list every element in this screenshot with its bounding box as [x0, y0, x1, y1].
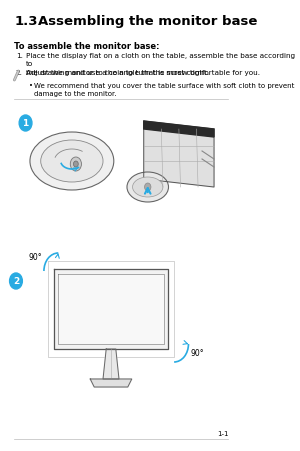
Polygon shape: [144, 122, 214, 138]
Circle shape: [74, 161, 78, 168]
Text: Assembling the monitor base: Assembling the monitor base: [38, 15, 258, 28]
Circle shape: [10, 273, 22, 290]
Polygon shape: [144, 122, 214, 188]
Text: We recommend that you cover the table surface with soft cloth to prevent
damage : We recommend that you cover the table su…: [34, 83, 294, 97]
Circle shape: [19, 116, 32, 132]
Circle shape: [70, 158, 82, 172]
Circle shape: [145, 184, 151, 192]
Polygon shape: [90, 379, 132, 387]
Text: 2.: 2.: [16, 70, 23, 76]
Polygon shape: [103, 349, 119, 379]
Polygon shape: [54, 269, 168, 349]
Text: 1: 1: [22, 119, 29, 128]
Text: Place the display flat on a cloth on the table, assemble the base according to
t: Place the display flat on a cloth on the…: [26, 53, 295, 76]
Text: 1-1: 1-1: [217, 430, 228, 436]
Polygon shape: [58, 274, 164, 344]
Ellipse shape: [30, 133, 114, 191]
Ellipse shape: [133, 178, 163, 198]
Text: 2: 2: [13, 277, 19, 286]
Text: 1.3: 1.3: [14, 15, 38, 28]
Ellipse shape: [127, 173, 169, 202]
Text: To assemble the monitor base:: To assemble the monitor base:: [14, 42, 160, 51]
Text: 90°: 90°: [190, 348, 204, 357]
Text: 1.: 1.: [16, 53, 23, 59]
Text: Adjust the monitor to the angle that is most comfortable for you.: Adjust the monitor to the angle that is …: [26, 70, 260, 76]
Text: •: •: [29, 83, 33, 89]
Text: 90°: 90°: [29, 253, 42, 262]
Ellipse shape: [41, 141, 103, 183]
